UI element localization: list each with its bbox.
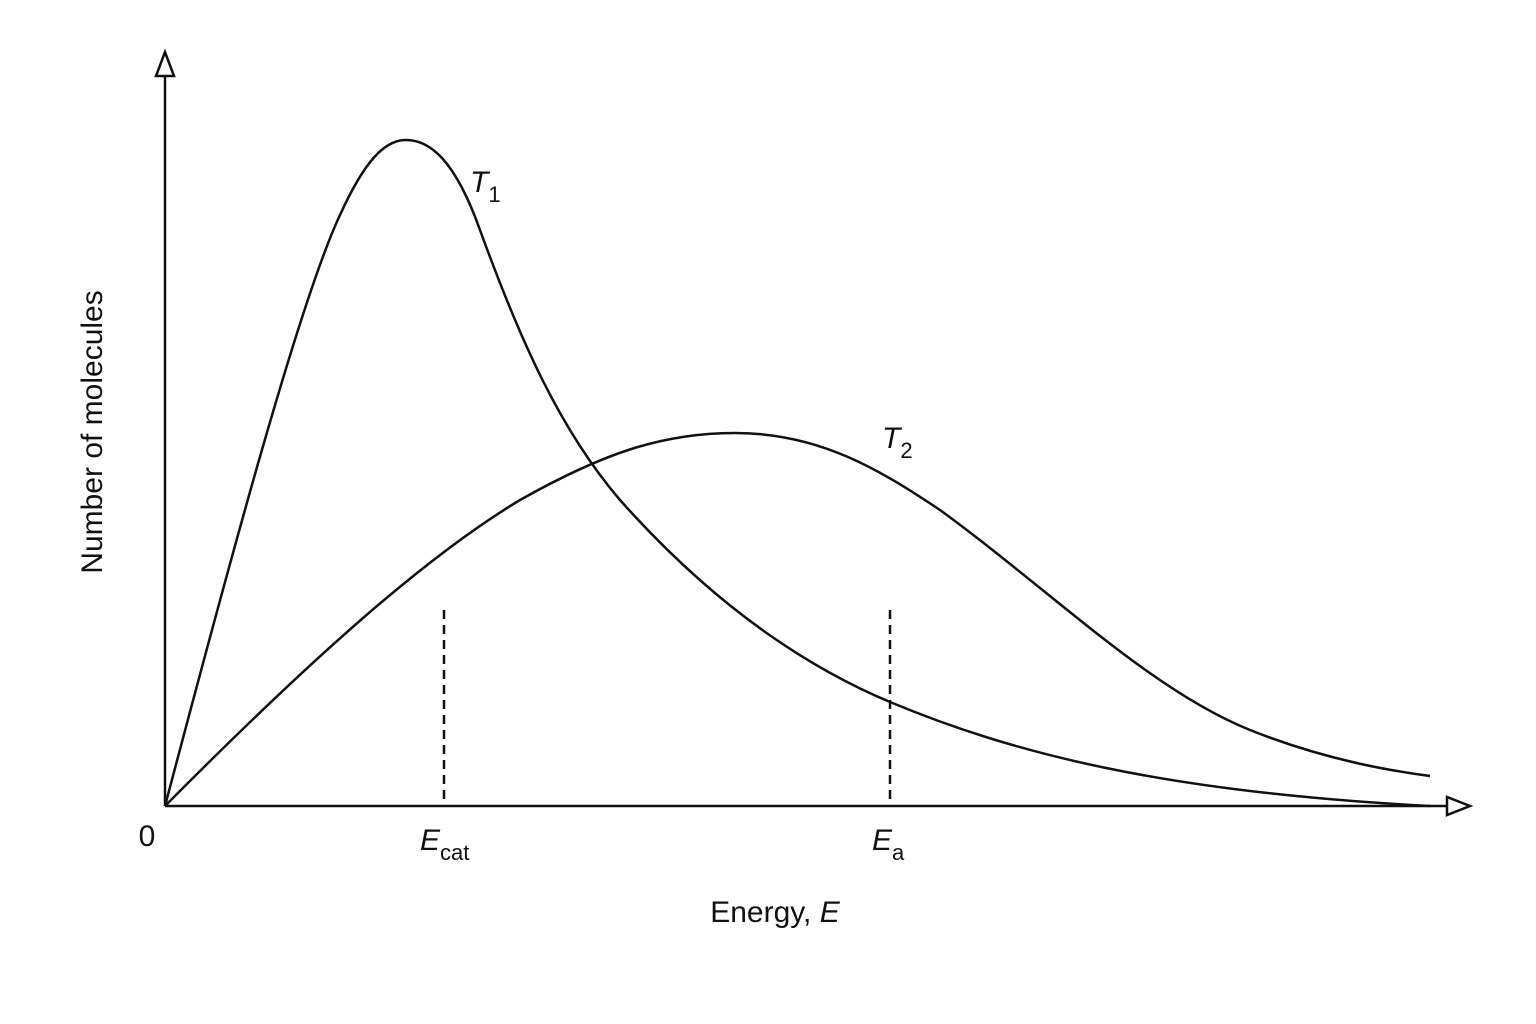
- marker-label: Ecat: [420, 824, 469, 865]
- label-symbol: E: [820, 896, 841, 929]
- curve-t2: [164, 431, 1431, 807]
- x-axis-label: Energy, E: [710, 896, 841, 929]
- subscript: 1: [488, 182, 500, 207]
- subscript: a: [892, 840, 905, 865]
- y-axis-label: Number of molecules: [76, 290, 109, 573]
- symbol: T: [470, 166, 491, 199]
- subscript: 2: [900, 438, 912, 463]
- symbol: E: [872, 824, 893, 857]
- marker-label: Ea: [872, 824, 905, 865]
- label-text: Energy,: [710, 896, 820, 929]
- subscript: cat: [440, 840, 469, 865]
- curve-label: T1: [470, 166, 501, 207]
- y-axis-arrow: [154, 48, 176, 78]
- curve-label: T2: [882, 422, 913, 463]
- origin-label: 0: [139, 820, 156, 853]
- curve-t1: [163, 138, 1431, 808]
- symbol: E: [420, 824, 441, 857]
- symbol: T: [882, 422, 903, 455]
- x-axis-arrow: [1445, 795, 1474, 817]
